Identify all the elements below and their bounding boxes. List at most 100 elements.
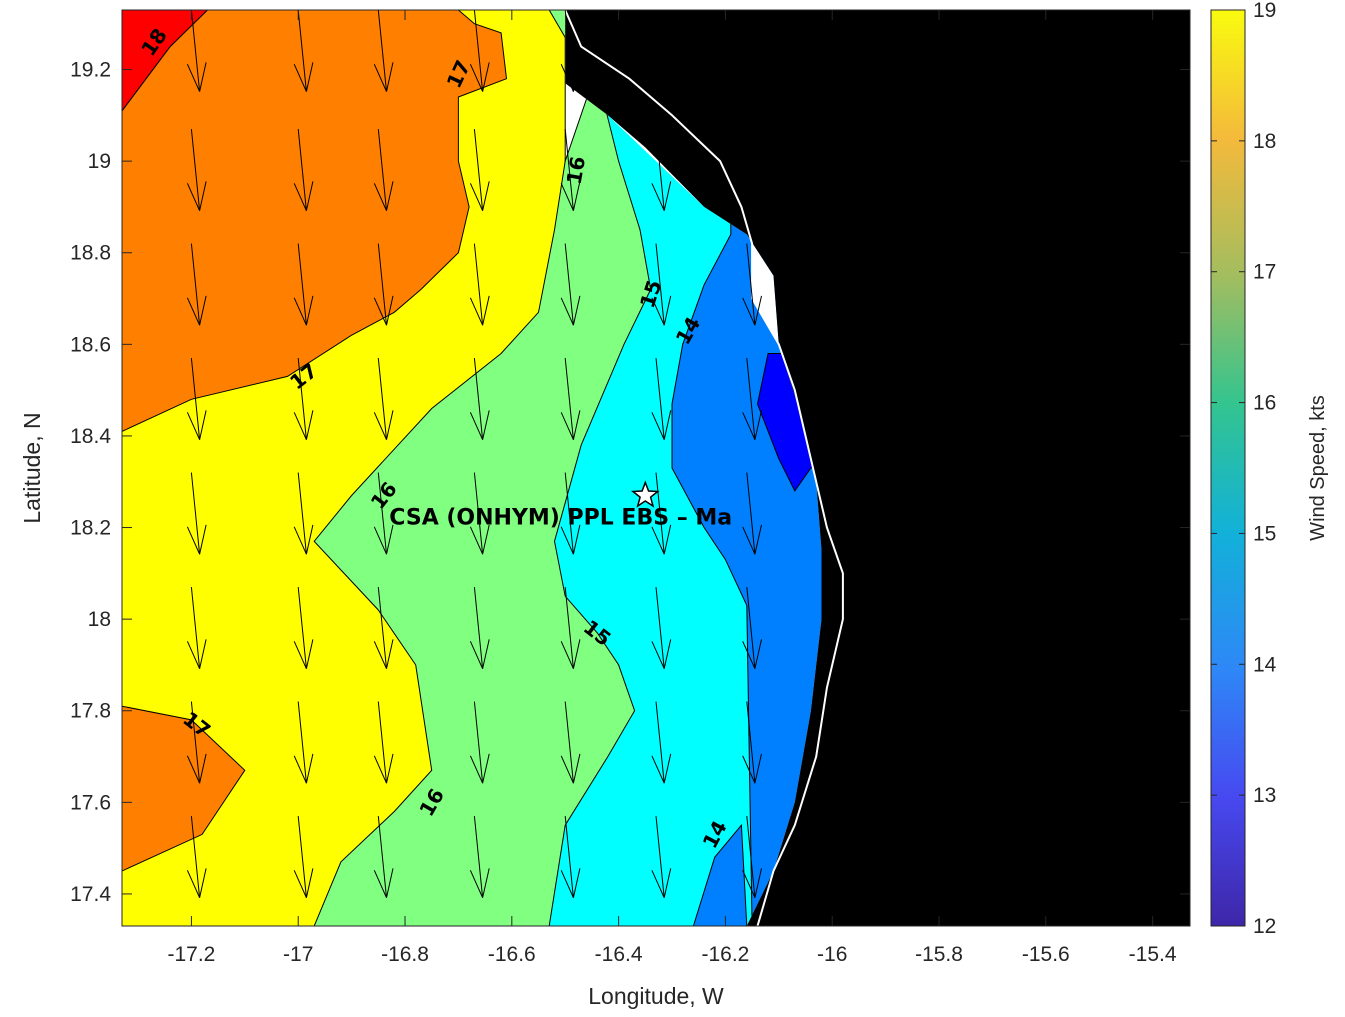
wind-arrow-4-1 [560,129,581,211]
wind-arrow-4-7 [560,816,581,898]
y-tick-label-8: 19 [88,150,111,173]
x-tick-label-9: -15.4 [1129,943,1177,966]
wind-arrow-6-7 [742,816,762,898]
y-tick-label-3: 18 [88,608,111,631]
wind-arrow-3-3 [469,358,490,440]
wind-arrow-5-1 [651,129,672,211]
wind-arrow-0-6 [186,701,207,784]
x-axis-ticks: -17.2 -17 -16.8 -16.6 -16.4 -16.2 -16 -15.8 -15.… [167,10,1177,966]
wind-arrow-5-0 [651,10,672,92]
colorbar-tick-label-2: 14 [1253,653,1277,676]
y-tick-label-5: 18.4 [70,425,111,448]
wind-arrow-6-5 [742,587,762,669]
wind-arrow-2-0 [373,10,394,92]
wind-arrow-6-6 [742,701,762,784]
wind-arrow-3-2 [469,243,490,326]
wind-arrow-2-1 [373,129,394,211]
contour-region-18-2 [122,705,246,872]
wind-arrow-0-1 [186,129,207,211]
wind-arrow-5-5 [651,587,672,669]
site-label: CSA (ONHYM) PPL EBS – Ma [389,506,732,531]
site-layer: CSA (ONHYM) PPL EBS – Ma [389,480,732,531]
colorbar-tick-label-3: 15 [1253,522,1276,545]
x-tick-label-6: -16 [817,943,847,966]
wind-arrow-4-2 [560,243,581,326]
wind-arrow-5-7 [651,816,672,898]
site-star-marker[interactable] [631,480,660,508]
wind-arrow-1-2 [293,243,314,326]
wind-arrow-2-3 [373,358,394,440]
wind-arrow-4-0 [560,10,581,92]
y-axis-ticks: 17.4 17.6 17.8 18 18.2 18.4 18.6 18.8 19 19.2 [70,59,1190,906]
x-tick-label-3: -16.6 [488,943,536,966]
x-tick-label-2: -16.8 [381,943,429,966]
wind-arrow-6-1 [742,129,762,211]
y-tick-label-0: 17.4 [70,883,111,906]
wind-arrow-3-5 [469,587,490,669]
wind-arrow-4-6 [560,701,581,784]
wind-arrow-4-3 [560,358,581,440]
wind-arrow-2-5 [373,587,394,669]
wind-vector-layer [186,10,762,898]
contour-region-18-1 [122,10,508,432]
wind-arrow-3-6 [469,701,490,784]
x-tick-label-0: -17.2 [167,943,215,966]
wind-arrow-1-7 [293,816,314,898]
wind-arrow-6-2 [742,243,762,326]
wind-arrow-5-4 [651,472,672,555]
land-layer [564,10,1190,926]
wind-arrow-6-3 [742,358,762,440]
wind-arrow-3-4 [469,472,490,555]
colorbar-tick-label-4: 16 [1253,392,1276,415]
map-axes-frame [121,9,1191,927]
wind-arrow-0-0 [186,10,207,92]
wind-arrow-0-7 [186,816,207,898]
contour-region-19-3 [122,10,209,112]
colorbar-tick-label-6: 18 [1253,130,1276,153]
wind-arrow-2-7 [373,816,394,898]
wind-arrow-0-2 [186,243,207,326]
x-tick-label-4: -16.4 [595,943,643,966]
y-axis-label: Latitude, N [19,412,45,523]
wind-arrow-3-1 [469,129,490,211]
wind-arrow-3-0 [469,10,490,92]
colorbar-label: Wind Speed, kts [1307,395,1329,541]
colorbar-tick-label-7: 19 [1253,0,1276,22]
colorbar-tick-label-0: 12 [1253,915,1276,938]
wind-arrow-1-0 [293,10,314,92]
wind-arrow-5-6 [651,701,672,784]
wind-arrow-2-6 [373,701,394,784]
wind-arrow-1-5 [293,587,314,669]
x-tick-label-5: -16.2 [701,943,749,966]
wind-arrow-1-1 [293,129,314,211]
contour-label-2: 16 [562,155,590,187]
wind-arrow-4-5 [560,587,581,669]
wind-arrow-3-7 [469,816,490,898]
y-tick-label-7: 18.8 [70,242,111,265]
x-axis-label: Longitude, W [588,983,724,1009]
colorbar-gradient [1210,9,1246,927]
wind-arrow-6-4 [742,472,762,555]
colorbar-ticks: 12 13 14 15 16 17 18 19 [1211,0,1277,938]
colorbar: 12 13 14 15 16 17 18 19 Wind Speed, kts [1210,0,1329,938]
wind-arrow-2-4 [373,472,394,555]
wind-arrow-6-0 [742,10,762,92]
x-tick-label-7: -15.8 [915,943,963,966]
colorbar-tick-label-5: 17 [1253,261,1276,284]
wind-arrow-0-5 [186,587,207,669]
wind-arrow-5-3 [651,358,672,440]
x-tick-label-1: -17 [283,943,313,966]
land-mass [565,10,1190,926]
x-tick-label-8: -15.6 [1022,943,1070,966]
wind-arrow-5-2 [651,243,672,326]
colorbar-tick-label-1: 13 [1253,784,1276,807]
wind-arrow-1-3 [293,358,314,440]
wind-arrow-2-2 [373,243,394,326]
wind-arrow-0-4 [186,472,207,555]
coastline [564,10,844,926]
y-tick-label-4: 18.2 [70,517,111,540]
wind-arrow-0-3 [186,358,207,440]
